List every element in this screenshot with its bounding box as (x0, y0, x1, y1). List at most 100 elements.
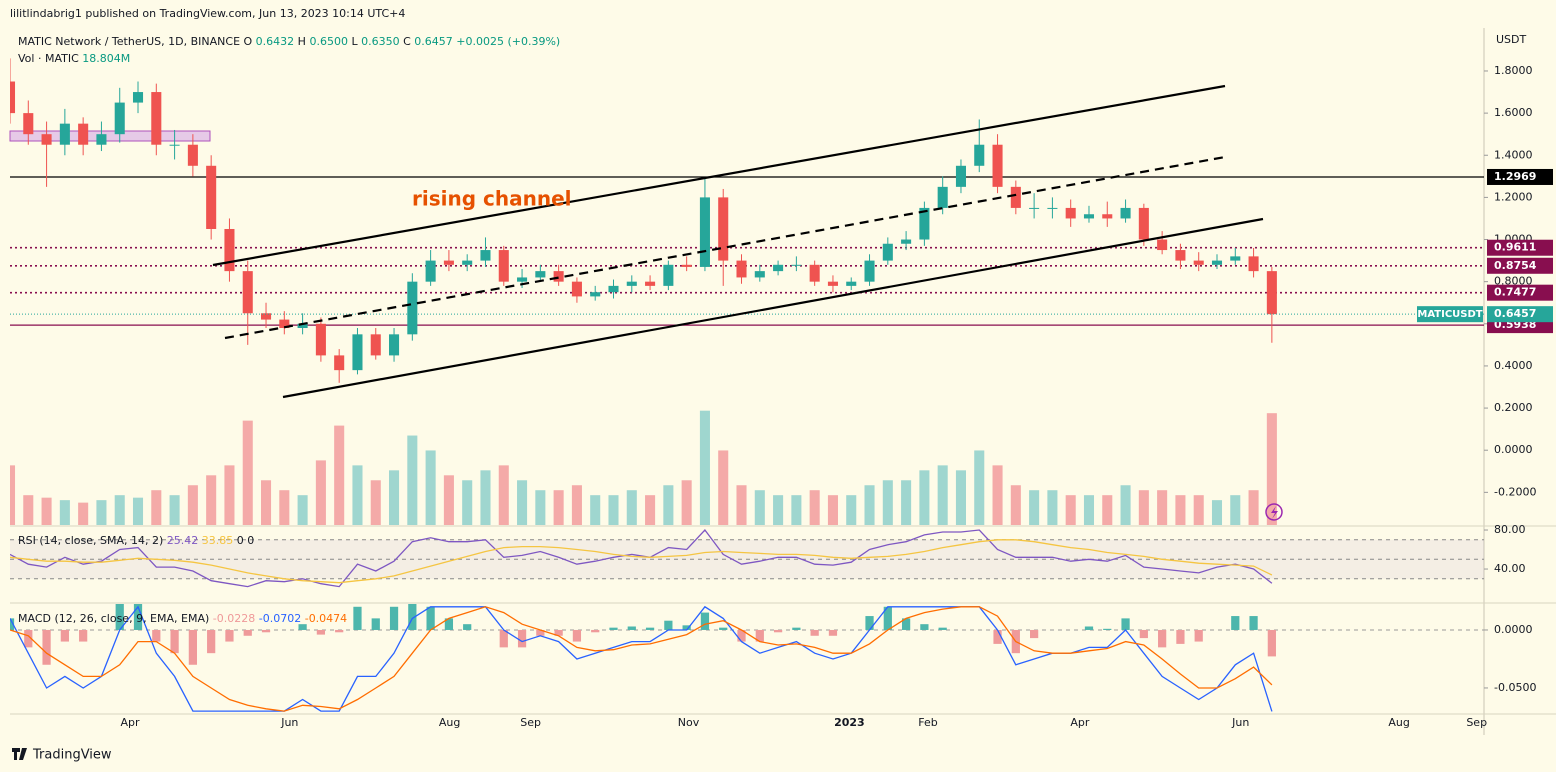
volume-bar (571, 485, 582, 525)
macd-histogram (243, 629, 252, 636)
volume-bar (407, 435, 418, 525)
volume-bar (1047, 490, 1058, 525)
y-tick-label: 1.2000 (1494, 190, 1533, 203)
macd-histogram (353, 606, 362, 630)
volume-bar (1248, 490, 1259, 525)
series-line (10, 528, 1273, 588)
macd-histogram (1176, 629, 1185, 644)
level-tag (1487, 284, 1553, 301)
macd-histogram (517, 629, 527, 648)
macd-histogram (444, 618, 454, 630)
candle-body (1266, 271, 1277, 315)
candle-body (553, 271, 564, 282)
x-tick-label: Jun (280, 716, 298, 729)
candle-body (864, 260, 875, 282)
candle-body (370, 334, 381, 356)
candle-body (132, 92, 144, 103)
level-label: 0.8754 (1494, 259, 1537, 272)
candle-body (791, 264, 802, 266)
volume-bar (846, 495, 857, 525)
candle-body (919, 207, 930, 240)
volume-bar (114, 495, 125, 525)
macd-histogram (408, 604, 417, 630)
macd-histogram (609, 627, 618, 630)
volume-bar (882, 480, 893, 525)
macd-histogram (133, 604, 143, 630)
candle-body (1248, 256, 1259, 272)
channel-mid (224, 155, 1226, 340)
y-tick-label: 40.00 (1494, 562, 1526, 575)
macd-histogram (920, 624, 929, 630)
volume-bar (1102, 495, 1113, 525)
volume-bar (10, 465, 16, 525)
legend-value: -0.0474 (305, 612, 347, 625)
legend-value: 33.85 (202, 534, 237, 547)
macd-histogram (938, 627, 947, 630)
panel (10, 604, 1484, 712)
y-tick-label: 0.0000 (1494, 623, 1533, 636)
candle-body (187, 144, 198, 166)
macd-histogram (682, 625, 691, 630)
volume-bar (224, 465, 235, 525)
candle-body (1102, 214, 1113, 219)
legend-item: H (298, 35, 310, 48)
candle-body (1138, 207, 1149, 240)
candle-body (663, 264, 674, 286)
volume-bar (443, 475, 454, 525)
volume-bar (1065, 495, 1076, 525)
alert-icon[interactable] (1265, 503, 1283, 521)
volume-bar (169, 495, 180, 525)
candle-body (846, 281, 857, 286)
x-tick-label: Sep (1466, 716, 1487, 729)
x-tick-label: Aug (1388, 716, 1409, 729)
macd-histogram (1084, 626, 1094, 630)
header: lilitlindabrig1 published on TradingView… (10, 7, 405, 20)
macd-histogram (170, 629, 179, 654)
x-tick-label: Aug (439, 716, 460, 729)
volume-bar (261, 480, 272, 525)
volume-bar (827, 495, 838, 525)
candle-body (901, 239, 912, 244)
volume-bar (206, 475, 217, 525)
candle-body (169, 144, 180, 146)
volume-bar (425, 450, 436, 525)
macd-histogram (60, 629, 69, 642)
panel (10, 528, 1484, 588)
candle-body (114, 102, 125, 135)
candle-body (1029, 207, 1040, 209)
legend-item: MACD (12, 26, close, 9, EMA, EMA) (18, 612, 213, 625)
macd-histogram (1158, 629, 1167, 648)
macd-histogram (371, 618, 380, 630)
macd-histogram (1121, 618, 1130, 630)
macd-histogram (700, 612, 710, 630)
last-price: 0.6457 (1494, 307, 1536, 320)
candle-body (681, 264, 692, 267)
volume-bar (187, 485, 198, 525)
candle-body (517, 277, 528, 282)
macd-histogram (773, 629, 783, 633)
candle-body (23, 113, 34, 135)
candle-body (699, 197, 710, 267)
macd-histogram (901, 618, 911, 630)
volume-bar (1175, 495, 1186, 525)
macd-histogram (645, 627, 655, 630)
panel (10, 58, 1484, 525)
volume-bar (462, 480, 473, 525)
macd-histogram (719, 627, 728, 630)
volume-bar (663, 485, 674, 525)
volume-bar (535, 490, 546, 525)
volume-bar (96, 500, 107, 525)
candle-body (571, 281, 582, 297)
volume-bar (699, 410, 710, 525)
y-unit: USDT (1496, 33, 1527, 46)
candle-body (809, 264, 820, 282)
macd-histogram (42, 629, 51, 665)
candle-body (1047, 207, 1058, 209)
macd-histogram (792, 627, 801, 630)
macd-histogram (207, 629, 216, 654)
candle-body (754, 271, 765, 278)
macd-histogram (426, 606, 435, 630)
y-tick-label: 1.6000 (1494, 106, 1533, 119)
macd-histogram (298, 624, 307, 630)
legend-item: RSI (14, close, SMA, 14, 2) (18, 534, 167, 547)
